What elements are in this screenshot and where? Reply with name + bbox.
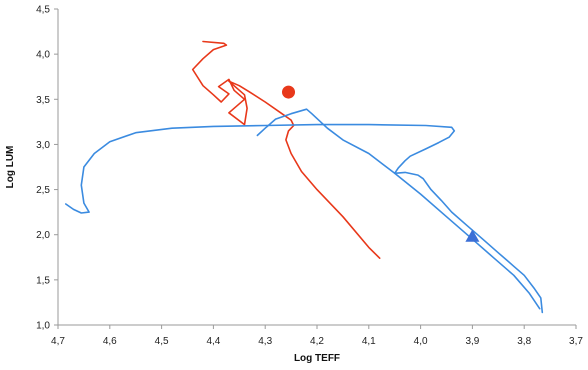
x-tick-label: 4,0	[414, 336, 428, 347]
x-tick-label: 4,1	[362, 336, 376, 347]
axes	[57, 9, 576, 326]
series-line-1	[191, 40, 381, 259]
series-line-2	[65, 123, 544, 314]
y-tick-label: 3,5	[36, 95, 50, 106]
x-tick-label: 4,6	[103, 336, 117, 347]
x-tick-label: 3,9	[465, 336, 479, 347]
y-tick-label: 2,5	[36, 185, 50, 196]
y-tick-label: 4,0	[36, 50, 50, 61]
tick-labels: 4,7 4,6 4,5 4,4 4,3 4,2 4,1 4,0 3,9 3,8 3,7 1,0 1,5 2…	[36, 5, 583, 348]
y-axis-title: Log LUM	[5, 146, 16, 189]
circle-marker	[282, 85, 296, 99]
y-tick-label: 1,0	[36, 321, 50, 332]
series-line-3	[256, 108, 541, 310]
tick-marks	[54, 8, 577, 329]
y-tick-label: 1,5	[36, 275, 50, 286]
x-tick-label: 4,2	[310, 336, 324, 347]
x-tick-label: 4,3	[258, 336, 272, 347]
y-tick-label: 3,0	[36, 140, 50, 151]
series-lines	[65, 40, 544, 314]
x-tick-label: 4,5	[155, 336, 169, 347]
x-tick-label: 3,8	[517, 336, 531, 347]
y-tick-label: 4,5	[36, 5, 50, 16]
markers	[282, 85, 480, 242]
y-tick-label: 2,0	[36, 230, 50, 241]
x-tick-label: 4,4	[206, 336, 220, 347]
triangle-marker	[465, 229, 480, 242]
x-axis-title: Log TEFF	[294, 353, 340, 364]
x-tick-label: 3,7	[569, 336, 583, 347]
x-tick-label: 4,7	[51, 336, 65, 347]
